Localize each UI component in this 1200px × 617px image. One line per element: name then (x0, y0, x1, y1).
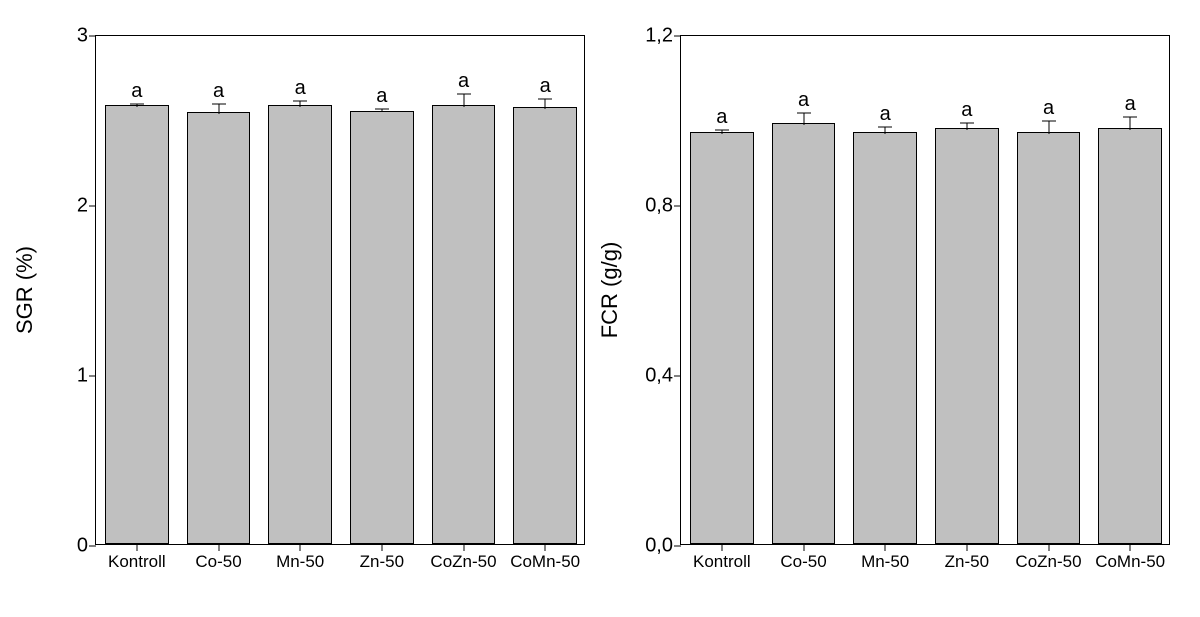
bar (690, 132, 754, 544)
error-bar-stem (885, 127, 886, 133)
bar (187, 112, 251, 544)
significance-label: a (458, 70, 469, 93)
bar (853, 132, 917, 544)
x-tick-label: Mn-50 (276, 544, 324, 572)
x-tick-label: Kontroll (693, 544, 751, 572)
x-tick-label: Mn-50 (861, 544, 909, 572)
error-bar-cap (375, 109, 389, 110)
error-bar-stem (300, 101, 301, 108)
plot-area-fcr: 0,00,40,81,2KontrollaCo-50aMn-50aZn-50aC… (680, 35, 1170, 545)
error-bar-stem (218, 104, 219, 114)
bar (105, 105, 169, 544)
error-bar-stem (136, 104, 137, 107)
significance-label: a (1125, 93, 1136, 116)
significance-label: a (376, 85, 387, 108)
error-bar-cap (1123, 116, 1137, 117)
bar (432, 105, 496, 544)
panel-fcr: 0,0 0,4 0,8 1,2 Kontroll a Co-50 a Mn-50 a Zn-50 a C… (600, 0, 1200, 617)
panel-sgr: 0 1 2 3 Kontroll a Co-50 a Mn-50 a Zn-50 a CoZn-50 a C… (0, 0, 600, 617)
y-axis-title-fcr: FCR (g/g) (597, 242, 623, 339)
significance-label: a (213, 80, 224, 103)
x-tick-label: Co-50 (780, 544, 826, 572)
y-tick-label: 0,8 (645, 195, 681, 218)
significance-label: a (540, 75, 551, 98)
error-bar-cap (1042, 121, 1056, 122)
error-bar-cap (960, 123, 974, 124)
bar (268, 105, 332, 544)
significance-label: a (798, 89, 809, 112)
y-tick-label: 1 (77, 365, 96, 388)
error-bar-cap (457, 93, 471, 94)
significance-label: a (131, 80, 142, 103)
error-bar-cap (293, 100, 307, 101)
error-bar-cap (797, 112, 811, 113)
significance-label: a (1043, 97, 1054, 120)
bar (935, 128, 999, 545)
y-tick-label: 0,0 (645, 535, 681, 558)
bar (1017, 132, 1081, 544)
error-bar-cap (715, 129, 729, 130)
error-bar-stem (381, 109, 382, 112)
bar (350, 111, 414, 545)
bar (772, 123, 836, 544)
plot-area-sgr: 0123KontrollaCo-50aMn-50aZn-50aCoZn-50aC… (95, 35, 585, 545)
bar (1098, 128, 1162, 545)
x-tick-label: CoMn-50 (510, 544, 580, 572)
error-bar-stem (1130, 117, 1131, 130)
error-bar-stem (966, 123, 967, 129)
error-bar-cap (878, 127, 892, 128)
error-bar-cap (538, 98, 552, 99)
x-tick-label: CoZn-50 (430, 544, 496, 572)
significance-label: a (880, 103, 891, 126)
x-tick-label: Kontroll (108, 544, 166, 572)
error-bar-stem (463, 94, 464, 108)
x-tick-label: Zn-50 (945, 544, 989, 572)
x-tick-label: CoMn-50 (1095, 544, 1165, 572)
x-tick-label: Co-50 (195, 544, 241, 572)
y-axis-title-sgr: SGR (%) (12, 246, 38, 334)
error-bar-stem (803, 113, 804, 126)
y-tick-label: 1,2 (645, 25, 681, 48)
error-bar-stem (721, 130, 722, 134)
significance-label: a (961, 99, 972, 122)
figure-container: 0 1 2 3 Kontroll a Co-50 a Mn-50 a Zn-50 a CoZn-50 a C… (0, 0, 1200, 617)
y-tick-label: 3 (77, 25, 96, 48)
error-bar-cap (130, 104, 144, 105)
significance-label: a (295, 77, 306, 100)
y-tick-label: 2 (77, 195, 96, 218)
significance-label: a (716, 106, 727, 129)
y-tick-label: 0,4 (645, 365, 681, 388)
bar (513, 107, 577, 544)
error-bar-cap (212, 104, 226, 105)
y-tick-label: 0 (77, 535, 96, 558)
x-tick-label: Zn-50 (360, 544, 404, 572)
error-bar-stem (545, 99, 546, 109)
error-bar-stem (1048, 121, 1049, 134)
x-tick-label: CoZn-50 (1015, 544, 1081, 572)
